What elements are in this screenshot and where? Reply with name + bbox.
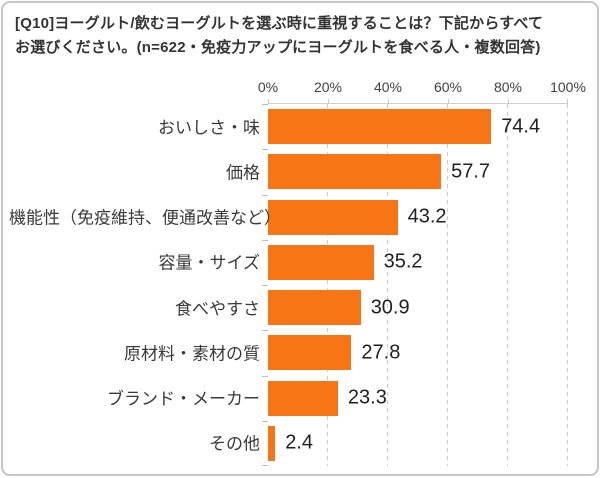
category-axis-tick bbox=[262, 420, 268, 422]
x-axis-tick bbox=[268, 99, 269, 104]
bar-value-label: 27.8 bbox=[361, 341, 401, 364]
bar bbox=[268, 335, 352, 371]
bar bbox=[268, 109, 492, 145]
category-label: 原材料・素材の質 bbox=[124, 344, 260, 364]
gridline bbox=[567, 104, 568, 466]
category-axis-tick bbox=[262, 149, 268, 151]
gridline bbox=[327, 104, 328, 466]
bar-value-label: 2.4 bbox=[285, 431, 313, 454]
category-axis-tick bbox=[262, 194, 268, 196]
bar-value-label: 74.4 bbox=[501, 115, 541, 138]
bar bbox=[268, 380, 338, 416]
chart-title-line2: お選びください。(n=622・免疫力アップにヨーグルトを食べる人・複数回答) bbox=[15, 39, 541, 56]
bar bbox=[268, 290, 361, 326]
gridline bbox=[447, 104, 448, 466]
x-axis-tick-label: 80% bbox=[493, 79, 523, 95]
category-axis-tick bbox=[262, 375, 268, 377]
plot-area: 74.4 57.7 43.2 35.2 30.9 27.8 23.3 2.4 bbox=[262, 99, 568, 466]
category-label: 価格 bbox=[226, 163, 260, 183]
gridline bbox=[387, 104, 388, 466]
category-label: おいしさ・味 bbox=[158, 118, 260, 138]
bar-value-label: 35.2 bbox=[383, 250, 423, 273]
x-axis-tick bbox=[388, 99, 389, 104]
bar-value-label: 23.3 bbox=[347, 386, 387, 409]
category-axis-tick bbox=[262, 104, 268, 105]
bar-value-label: 43.2 bbox=[407, 205, 447, 228]
x-axis-tick-label: 60% bbox=[433, 79, 463, 95]
bar bbox=[268, 425, 276, 461]
x-axis-tick bbox=[508, 99, 509, 104]
gridline bbox=[507, 104, 508, 466]
x-axis-tick-label: 20% bbox=[313, 79, 343, 95]
category-labels: おいしさ・味価格機能性（免疫維持、便通改善など） 容量・サイズ食べやすさ原材料・素… bbox=[9, 103, 281, 465]
bar bbox=[268, 199, 398, 235]
x-axis-tick-label: 0% bbox=[257, 79, 279, 95]
category-axis-tick bbox=[262, 465, 268, 466]
x-axis-tick bbox=[448, 99, 449, 104]
bar-value-label: 57.7 bbox=[451, 160, 491, 183]
category-axis-tick bbox=[262, 285, 268, 286]
x-axis-tick bbox=[328, 99, 329, 104]
category-label: 食べやすさ bbox=[175, 299, 260, 319]
x-axis-tick bbox=[567, 99, 568, 104]
chart-title-line1: [Q10]ヨーグルト/飲むヨーグルトを選ぶ時に重視することは？下記からすべて bbox=[15, 15, 544, 32]
x-axis-tick-label: 40% bbox=[373, 79, 403, 95]
category-axis-tick bbox=[262, 239, 268, 241]
category-label: ブランド・メーカー bbox=[107, 389, 260, 409]
bar-value-label: 30.9 bbox=[370, 296, 410, 319]
bar bbox=[268, 244, 374, 280]
category-axis-tick bbox=[262, 330, 268, 332]
category-label: 容量・サイズ bbox=[158, 253, 261, 273]
category-label: 機能性（免疫維持、便通改善など） bbox=[9, 208, 281, 228]
bar bbox=[268, 154, 442, 190]
category-label: その他 bbox=[209, 434, 260, 454]
chart-title: [Q10]ヨーグルト/飲むヨーグルトを選ぶ時に重視することは？下記からすべて お… bbox=[15, 12, 580, 60]
x-axis-tick-label: 100% bbox=[550, 79, 586, 95]
x-axis-labels: 0% 20% 40% 60% 80% 100% bbox=[3, 79, 600, 97]
